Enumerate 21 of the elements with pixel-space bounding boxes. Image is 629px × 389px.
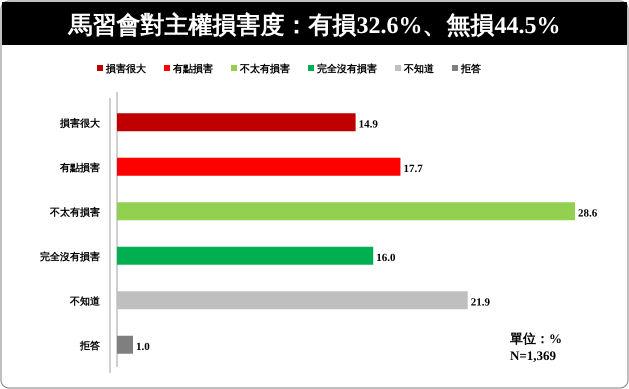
- annotation: N=1,369: [510, 348, 557, 363]
- chart-title: 馬習會對主權損害度：有損32.6%、無損44.5%: [68, 11, 560, 39]
- y-tick-label: 不太有損害: [49, 206, 100, 218]
- data-label: 14.9: [358, 118, 378, 130]
- legend-label: 完全沒有損害: [317, 63, 377, 75]
- annotation: 單位：%: [509, 331, 562, 346]
- y-tick-label: 不知道: [69, 295, 101, 308]
- data-label: 21.9: [470, 296, 490, 308]
- y-tick-label: 完全沒有損害: [40, 250, 100, 263]
- legend-label: 損害很大: [105, 63, 147, 75]
- y-tick-label: 損害很大: [59, 117, 101, 130]
- y-tick-label: 有點損害: [59, 162, 100, 174]
- legend-label: 拒答: [460, 63, 482, 75]
- legend-label: 不知道: [403, 63, 435, 75]
- legend-label: 有點損害: [172, 63, 213, 75]
- y-tick-label: 拒答: [79, 340, 101, 352]
- data-label: 1.0: [136, 340, 150, 353]
- legend-label: 不太有損害: [239, 63, 290, 75]
- data-label: 16.0: [376, 252, 396, 264]
- data-label: 28.6: [578, 207, 598, 220]
- data-label: 17.7: [403, 162, 424, 175]
